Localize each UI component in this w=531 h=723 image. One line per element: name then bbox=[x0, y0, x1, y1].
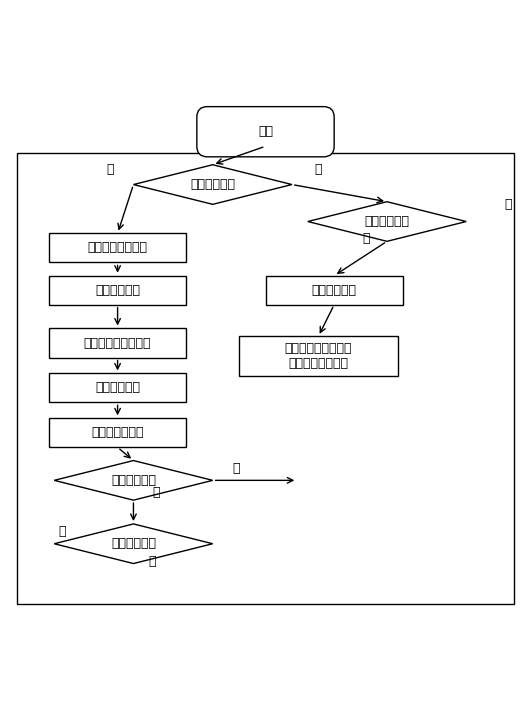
Text: 更新限荷次数、限荷
时间、限荷量统计: 更新限荷次数、限荷 时间、限荷量统计 bbox=[285, 342, 352, 370]
FancyBboxPatch shape bbox=[239, 336, 398, 376]
Text: 更新当前总负荷: 更新当前总负荷 bbox=[91, 427, 144, 440]
Text: 采集各可控负荷值: 采集各可控负荷值 bbox=[88, 241, 148, 254]
Bar bbox=[17, 153, 514, 604]
Text: 是: 是 bbox=[58, 525, 66, 538]
Text: 遥控负荷跳闸: 遥控负荷跳闸 bbox=[95, 382, 140, 395]
Text: 从列表中取一个对象: 从列表中取一个对象 bbox=[84, 336, 151, 349]
Polygon shape bbox=[133, 165, 292, 205]
Text: 否: 否 bbox=[148, 555, 156, 568]
FancyBboxPatch shape bbox=[49, 234, 186, 262]
FancyBboxPatch shape bbox=[49, 373, 186, 403]
FancyBboxPatch shape bbox=[49, 419, 186, 448]
Text: 生成限荷列表: 生成限荷列表 bbox=[95, 283, 140, 296]
Text: 有: 有 bbox=[106, 163, 114, 176]
Text: 遥控负荷合闸: 遥控负荷合闸 bbox=[312, 283, 357, 296]
Text: 限荷列表不空: 限荷列表不空 bbox=[111, 537, 156, 550]
FancyBboxPatch shape bbox=[49, 328, 186, 358]
Text: 无: 无 bbox=[314, 163, 322, 176]
Text: 否: 否 bbox=[152, 486, 159, 499]
FancyBboxPatch shape bbox=[266, 275, 403, 304]
Polygon shape bbox=[308, 202, 466, 241]
Text: 达到限荷要求: 达到限荷要求 bbox=[111, 474, 156, 487]
FancyBboxPatch shape bbox=[49, 275, 186, 304]
Polygon shape bbox=[54, 461, 213, 500]
Text: 有无恢复指令: 有无恢复指令 bbox=[364, 215, 409, 228]
Text: 无: 无 bbox=[505, 197, 512, 210]
Text: 有: 有 bbox=[362, 232, 370, 245]
Polygon shape bbox=[54, 524, 213, 563]
Text: 开始: 开始 bbox=[258, 125, 273, 138]
Text: 有无限荷指令: 有无限荷指令 bbox=[190, 178, 235, 191]
FancyBboxPatch shape bbox=[197, 106, 334, 157]
Text: 是: 是 bbox=[233, 462, 240, 475]
